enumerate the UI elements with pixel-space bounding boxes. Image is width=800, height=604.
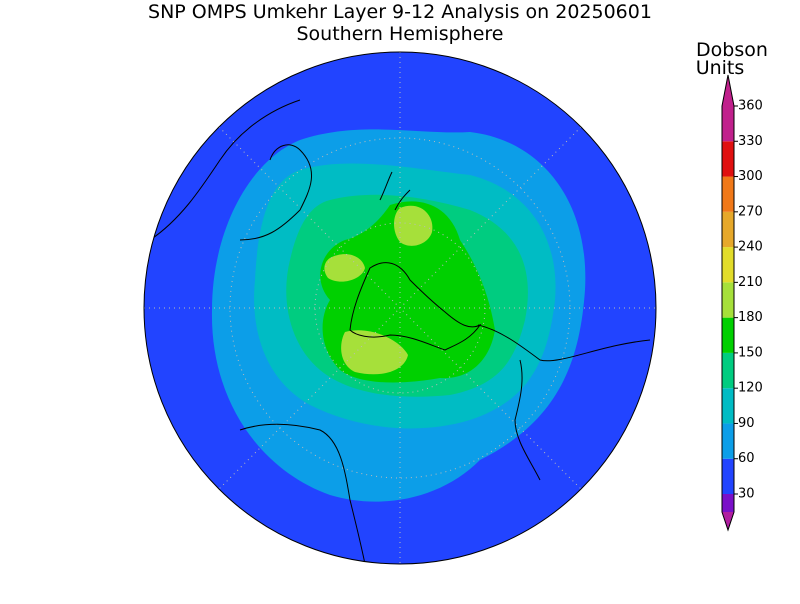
colorbar-extend-high — [722, 75, 734, 106]
contour-210-240-a — [394, 205, 433, 246]
colorbar-bin — [722, 423, 734, 459]
colorbar-tick-label: 240 — [738, 240, 763, 255]
colorbar-bin — [722, 176, 734, 212]
colorbar-bin — [722, 141, 734, 177]
colorbar-tick-label: 60 — [738, 451, 755, 466]
colorbar-bin — [722, 106, 734, 142]
colorbar-tick-label: 150 — [738, 345, 763, 360]
subtitle: Southern Hemisphere — [296, 23, 503, 45]
colorbar-tick-label: 300 — [738, 169, 763, 184]
graticule — [144, 52, 656, 564]
colorbar-tick-label: 120 — [738, 381, 763, 396]
colorbar-tick-label: 90 — [738, 416, 755, 431]
coastline — [349, 262, 482, 351]
coastline — [379, 171, 411, 211]
colorbar-tick-label: 330 — [738, 134, 763, 149]
colorbar-bin — [722, 352, 734, 389]
title: SNP OMPS Umkehr Layer 9-12 Analysis on 2… — [148, 1, 652, 23]
coastline — [477, 324, 651, 481]
ozone-field — [144, 52, 656, 564]
colorbar-bin — [722, 388, 734, 424]
colorbar-tick-label: 180 — [738, 310, 763, 325]
colorbar-tick-label: 270 — [738, 204, 763, 219]
contour-210-240-c — [341, 330, 408, 375]
map-border — [143, 51, 657, 565]
coastline — [149, 99, 313, 241]
colorbar-label: Dobson — [696, 39, 768, 61]
colorbar-bin — [722, 494, 734, 512]
colorbar-bin — [722, 247, 734, 283]
colorbar-tick-label: 360 — [738, 99, 763, 114]
colorbar-extend-low — [722, 512, 734, 530]
colorbar-label: Units — [696, 57, 745, 79]
coastline — [239, 423, 366, 564]
colorbar: 30 60 90 120 150 180 210 240 270 300 330 360 — [721, 74, 763, 532]
colorbar-bin — [722, 282, 734, 318]
colorbar-bin — [722, 458, 734, 494]
colorbar-bin — [722, 317, 734, 353]
contour-210-240-b — [324, 254, 365, 282]
colorbar-tick-label: 210 — [738, 275, 763, 290]
colorbar-tick-label: 30 — [738, 487, 755, 502]
colorbar-bin — [722, 211, 734, 248]
